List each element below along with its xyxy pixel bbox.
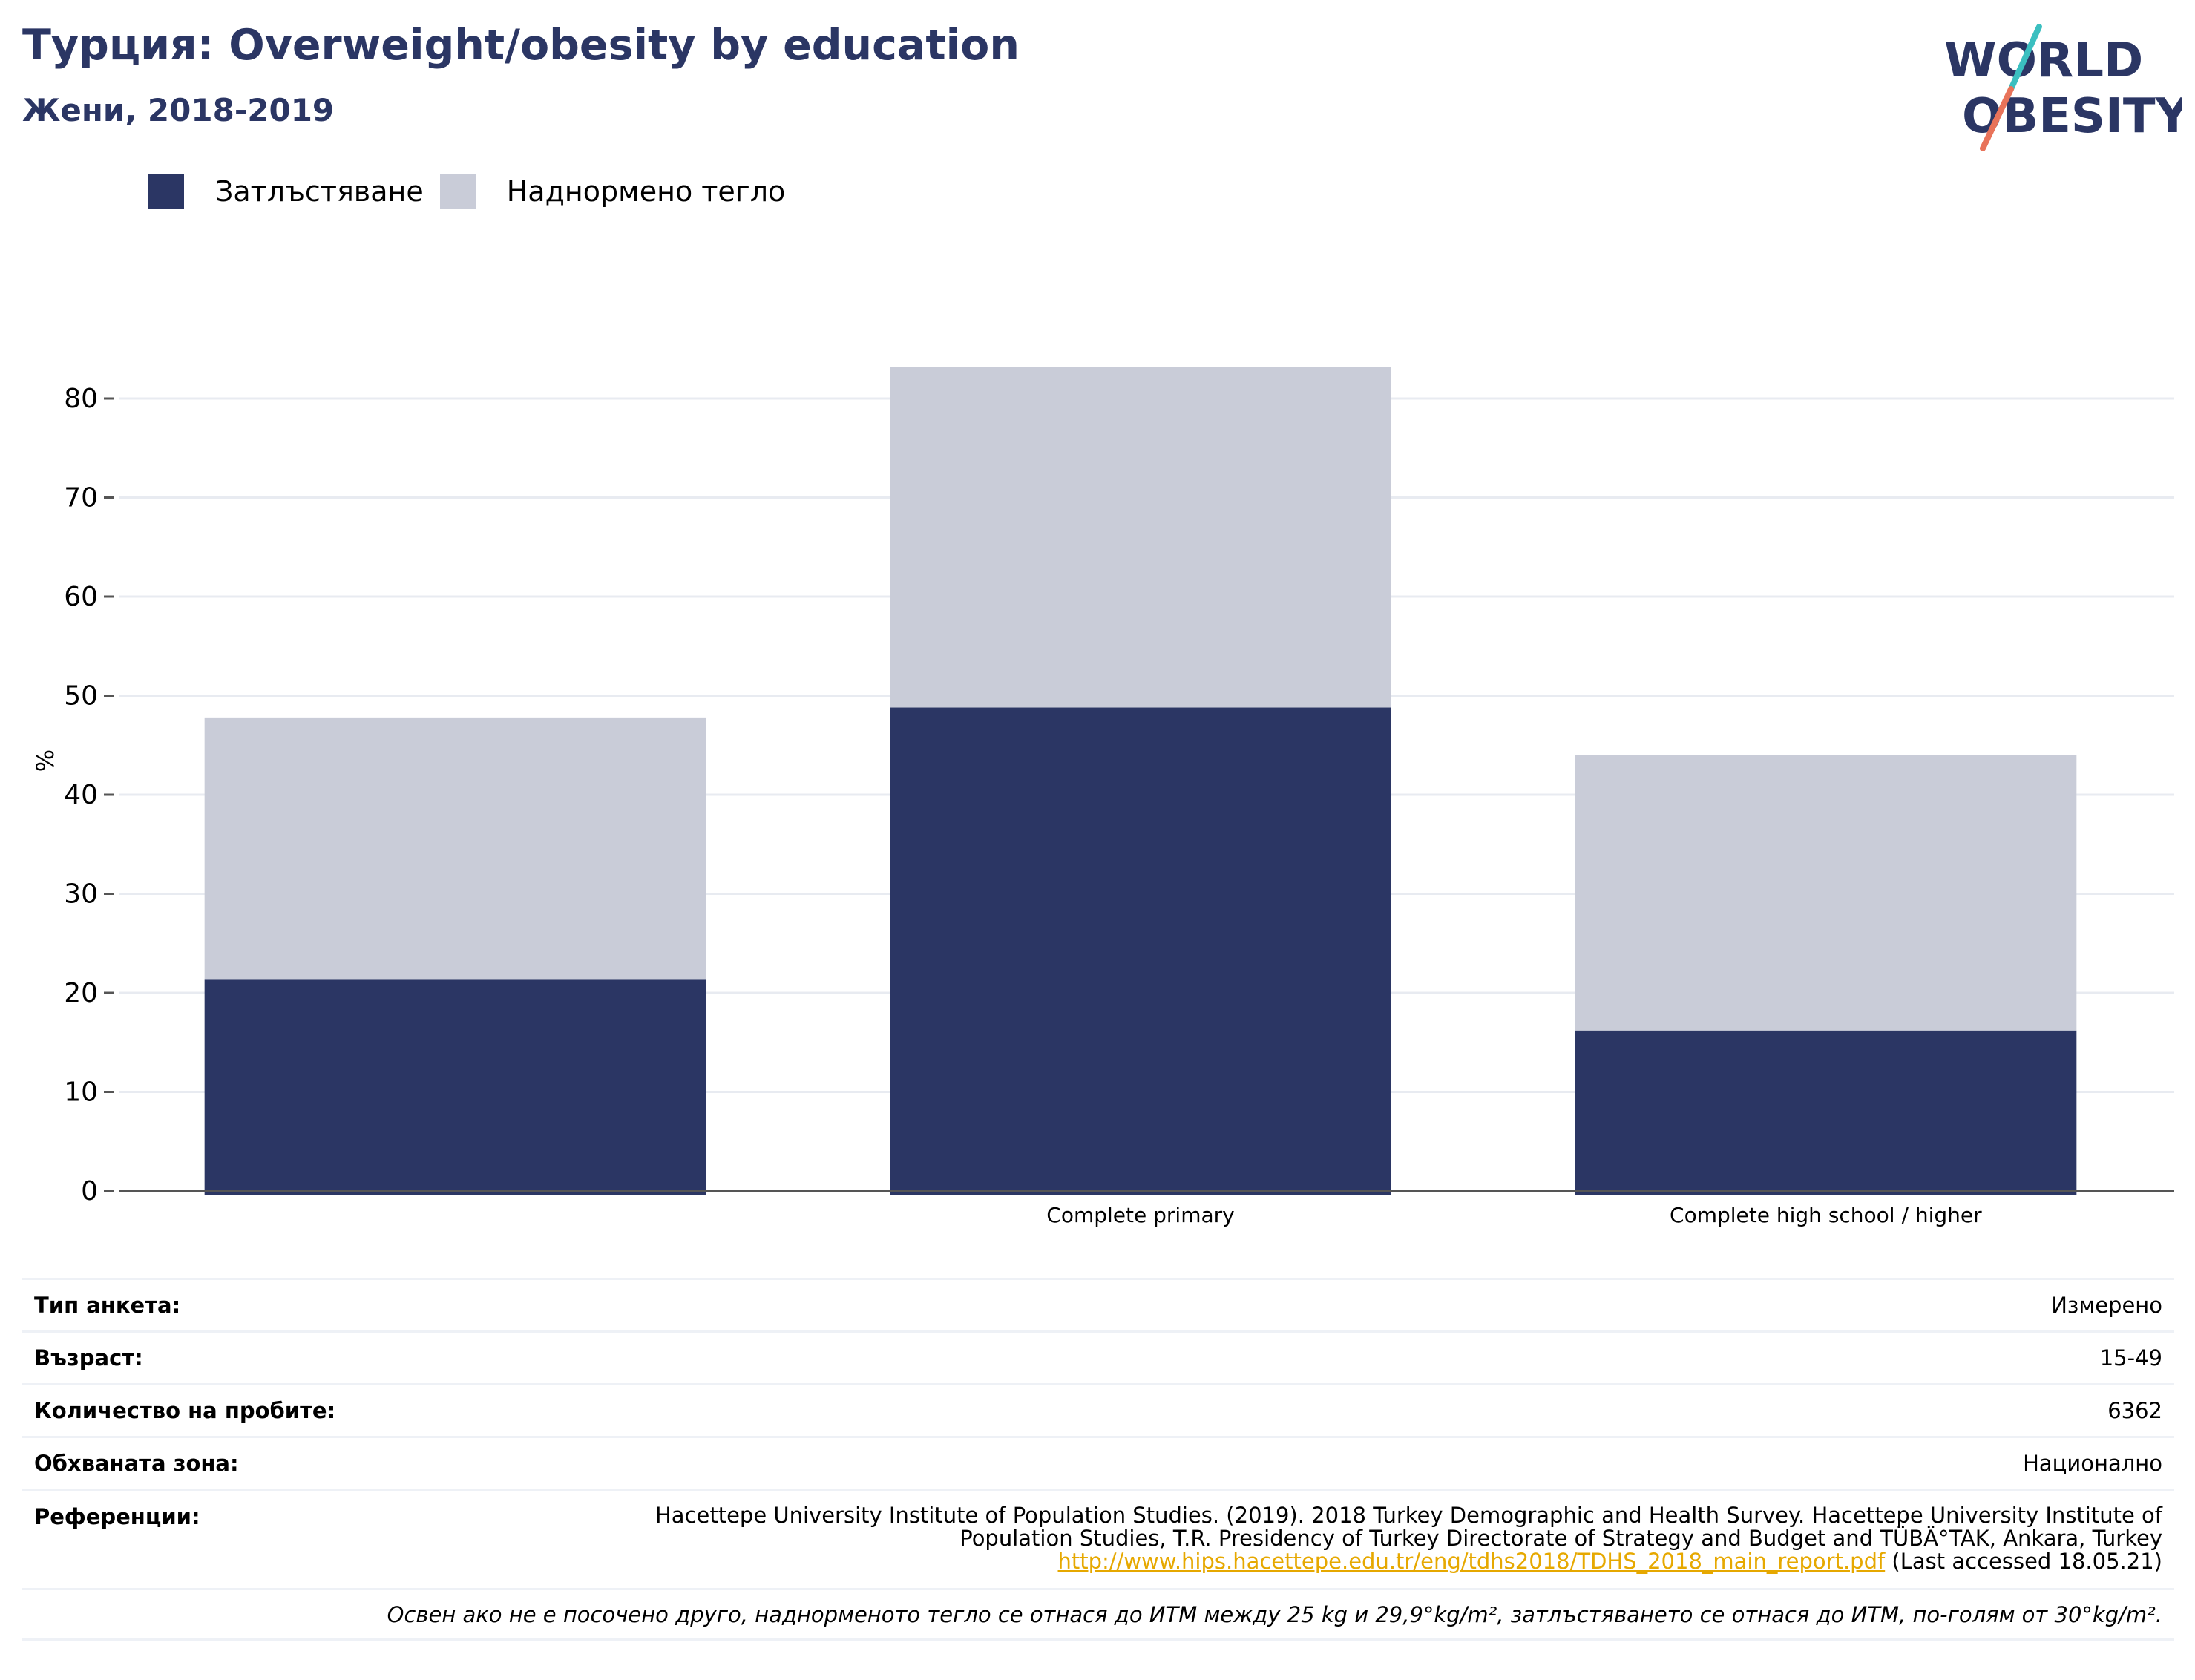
chart-subtitle: Жени, 2018-2019 — [22, 92, 335, 128]
chart-title: Турция: Overweight/obesity by education — [22, 21, 1020, 70]
info-row-references: Референции: Hacettepe University Institu… — [22, 1489, 2174, 1588]
y-axis-ticks: 0 10 20 30 40 50 60 70 80 — [64, 384, 114, 1207]
info-row-area: Обхваната зона: Национално — [22, 1436, 2174, 1489]
x-axis-labels: Complete primary Complete high school / h… — [1046, 1203, 1982, 1227]
bar-segment — [890, 707, 1391, 1195]
survey-info-table: Тип анкета: Измерено Възраст: 15-49 Коли… — [22, 1278, 2174, 1641]
y-tick-label: 30 — [64, 879, 98, 910]
references-label: Референции: — [34, 1504, 200, 1529]
info-row-age: Възраст: 15-49 — [22, 1330, 2174, 1383]
reference-link[interactable]: http://www.hips.hacettepe.edu.tr/eng/tdh… — [1057, 1549, 1886, 1574]
legend-label-overweight: Наднормено тегло — [506, 175, 786, 208]
legend-item-overweight: Наднормено тегло — [439, 174, 786, 209]
y-tick-label: 80 — [64, 384, 98, 414]
bmi-definition-note: Освен ако не е посочено друго, наднормен… — [387, 1601, 2162, 1627]
y-tick-label: 40 — [64, 780, 98, 810]
area-value: Национално — [2023, 1451, 2162, 1476]
reference-line-3: http://www.hips.hacettepe.edu.tr/eng/tdh… — [655, 1550, 2162, 1573]
references-text: Hacettepe University Institute of Popula… — [655, 1504, 2162, 1573]
info-row-sample-size: Количество на пробите: 6362 — [22, 1383, 2174, 1436]
logo-line1: WORLD — [1944, 33, 2143, 88]
info-row-survey-type: Тип анкета: Измерено — [22, 1278, 2174, 1330]
reference-line-2: Population Studies, T.R. Presidency of T… — [959, 1526, 2162, 1551]
chart-bars — [204, 367, 2077, 1195]
age-label: Възраст: — [34, 1345, 143, 1371]
y-tick-label: 50 — [64, 681, 98, 712]
legend-label-obesity: Затлъстяване — [215, 175, 424, 208]
reference-accessed: (Last accessed 18.05.21) — [1885, 1549, 2162, 1574]
sample-size-label: Количество на пробите: — [34, 1398, 336, 1423]
x-tick-label: Complete high school / higher — [1670, 1203, 1982, 1227]
legend-swatch-overweight — [439, 174, 476, 209]
bar-segment — [204, 979, 706, 1195]
legend-swatch-obesity — [148, 174, 184, 209]
bar-segment — [1575, 755, 2077, 1031]
info-row-note: Освен ако не е посочено друго, наднормен… — [22, 1588, 2174, 1641]
bar-segment — [204, 717, 706, 980]
survey-type-label: Тип анкета: — [34, 1293, 181, 1318]
logo-slash-top — [2008, 24, 2042, 92]
x-tick-label: Complete primary — [1046, 1203, 1234, 1227]
reference-line-1: Hacettepe University Institute of Popula… — [654, 1503, 2162, 1528]
y-tick-label: 20 — [64, 978, 98, 1008]
area-label: Обхваната зона: — [34, 1451, 239, 1476]
y-tick-label: 60 — [64, 582, 98, 612]
y-tick-label: 70 — [64, 483, 98, 513]
chart-legend: Затлъстяване Наднормено тегло — [148, 171, 801, 212]
bar-segment — [890, 367, 1391, 708]
bar-segment — [1575, 1030, 2077, 1195]
y-axis-label: % — [31, 749, 59, 772]
y-tick-label: 0 — [81, 1176, 98, 1207]
world-obesity-logo: WORLD OBESITY — [1944, 24, 2182, 151]
logo-slash-bottom — [1980, 86, 2014, 151]
legend-item-obesity: Затлъстяване — [148, 174, 424, 209]
sample-size-value: 6362 — [2107, 1398, 2162, 1423]
survey-type-value: Измерено — [2051, 1293, 2162, 1318]
y-tick-label: 10 — [64, 1077, 98, 1108]
age-value: 15-49 — [2099, 1345, 2162, 1371]
